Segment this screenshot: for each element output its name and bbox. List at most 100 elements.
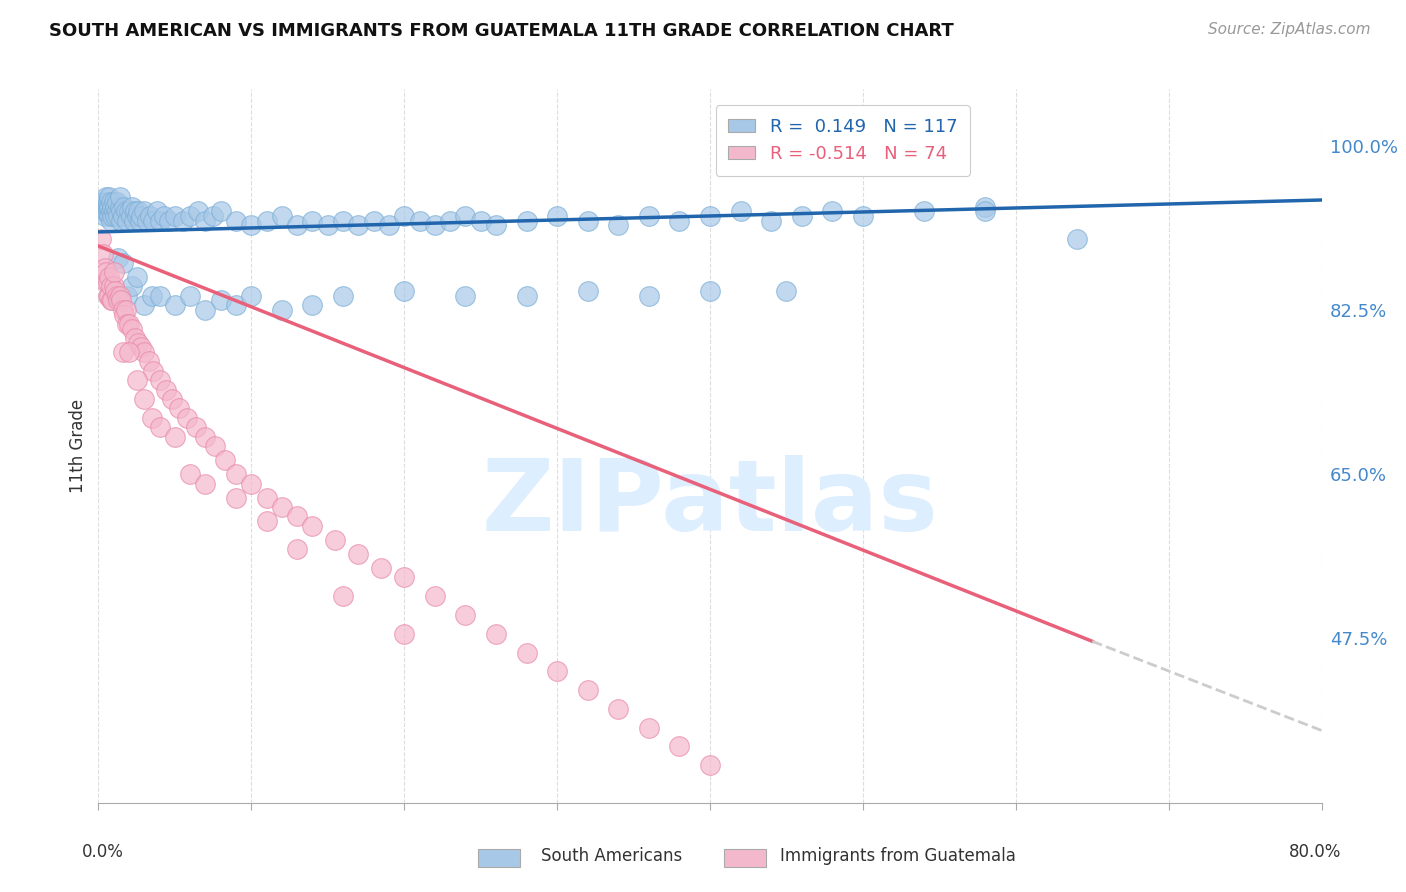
Point: [98, 200, 121, 214]
Point: [209, 204, 232, 219]
Text: SOUTH AMERICAN VS IMMIGRANTS FROM GUATEMALA 11TH GRADE CORRELATION CHART: SOUTH AMERICAN VS IMMIGRANTS FROM GUATEM…: [49, 22, 953, 40]
Point: [730, 204, 752, 219]
Point: [129, 340, 152, 354]
Point: [301, 213, 323, 227]
Point: [225, 467, 247, 482]
Point: [103, 194, 125, 209]
Point: [454, 607, 477, 622]
Point: [256, 213, 278, 227]
Point: [111, 256, 134, 270]
Point: [103, 279, 125, 293]
Point: [127, 335, 149, 350]
Point: [516, 289, 538, 303]
Point: [852, 209, 875, 223]
Point: [117, 213, 139, 227]
Point: [94, 275, 117, 289]
Point: [149, 213, 172, 227]
Point: [176, 410, 198, 425]
Point: [98, 270, 121, 285]
Point: [98, 209, 121, 223]
Point: [141, 289, 163, 303]
Point: [122, 213, 145, 227]
Text: ZIPatlas: ZIPatlas: [482, 455, 938, 551]
Point: [110, 204, 132, 219]
Point: [485, 627, 508, 641]
Point: [104, 209, 127, 223]
Point: [163, 429, 186, 443]
Point: [516, 646, 538, 660]
Point: [699, 209, 721, 223]
Point: [145, 204, 167, 219]
Point: [117, 289, 139, 303]
Point: [118, 204, 141, 219]
Point: [347, 219, 370, 233]
Point: [194, 302, 217, 317]
Point: [240, 476, 263, 491]
Point: [157, 213, 180, 227]
Point: [100, 279, 122, 293]
Point: [194, 213, 217, 227]
Point: [121, 200, 143, 214]
Point: [97, 204, 120, 219]
Point: [668, 213, 690, 227]
Point: [270, 302, 292, 317]
Point: [637, 209, 661, 223]
Point: [104, 200, 127, 214]
Point: [439, 213, 461, 227]
Point: [128, 213, 150, 227]
Point: [759, 213, 782, 227]
Point: [129, 209, 152, 223]
Point: [607, 702, 630, 716]
Point: [172, 213, 194, 227]
Point: [104, 284, 127, 298]
Point: [194, 429, 217, 443]
Point: [169, 401, 191, 416]
Point: [186, 420, 208, 434]
Point: [974, 204, 997, 219]
Point: [256, 491, 278, 505]
Point: [225, 298, 247, 312]
Point: [270, 209, 292, 223]
Point: [149, 420, 172, 434]
Point: [852, 138, 875, 153]
Point: [111, 209, 134, 223]
Point: [139, 209, 162, 223]
Point: [110, 293, 132, 308]
Text: Immigrants from Guatemala: Immigrants from Guatemala: [780, 847, 1017, 865]
Point: [103, 265, 125, 279]
Point: [120, 209, 142, 223]
Point: [912, 204, 935, 219]
Point: [111, 345, 134, 359]
Point: [121, 321, 143, 335]
Point: [332, 213, 354, 227]
Point: [108, 200, 131, 214]
Point: [118, 317, 141, 331]
Point: [100, 213, 122, 227]
Point: [576, 284, 599, 298]
Point: [637, 721, 661, 735]
Point: [98, 289, 121, 303]
Point: [91, 194, 114, 209]
Point: [454, 209, 477, 223]
Point: [576, 683, 599, 698]
Point: [100, 194, 122, 209]
Point: [105, 289, 128, 303]
Point: [423, 219, 446, 233]
Point: [103, 204, 125, 219]
Point: [105, 204, 128, 219]
Point: [576, 213, 599, 227]
Point: [240, 219, 263, 233]
Point: [179, 467, 201, 482]
Point: [101, 209, 124, 223]
Point: [378, 219, 401, 233]
Text: 0.0%: 0.0%: [82, 843, 124, 861]
Point: [179, 209, 201, 223]
Point: [392, 209, 416, 223]
Point: [93, 200, 115, 214]
Point: [301, 298, 323, 312]
Point: [98, 190, 121, 204]
Point: [485, 219, 508, 233]
Point: [125, 209, 148, 223]
Point: [138, 354, 160, 368]
Point: [285, 509, 308, 524]
